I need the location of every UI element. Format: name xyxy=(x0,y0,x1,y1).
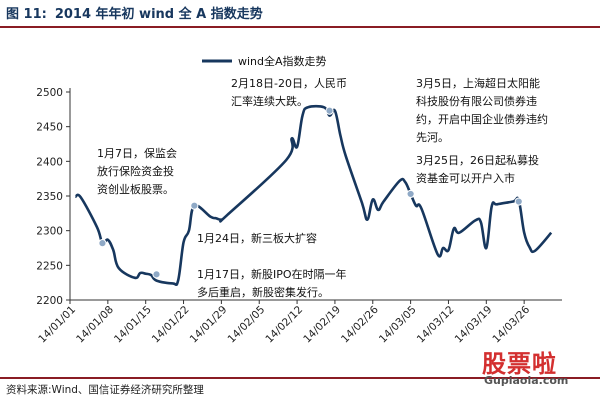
event-marker xyxy=(325,106,334,115)
figure-title: 图 11: 2014 年年初 wind 全 A 指数走势 xyxy=(6,3,263,22)
x-tick-label: 14/02/12 xyxy=(263,304,305,346)
x-tick-label: 14/02/19 xyxy=(301,304,343,346)
x-tick-label: 14/03/19 xyxy=(453,304,495,346)
annotation-line: 3月5日，上海超日太阳能 xyxy=(416,76,540,90)
annotation-line: 1月7日，保监会 xyxy=(97,146,177,160)
series-layer xyxy=(74,104,553,287)
annotation-jan24: 1月24日，新三板大扩容 xyxy=(197,231,317,245)
annotation-line: 3月25日，26日起私募投 xyxy=(416,153,539,167)
figure-title-text: 2014 年年初 wind 全 A 指数走势 xyxy=(54,7,263,22)
y-tick-label: 2300 xyxy=(36,226,63,238)
annotation-line: 资创业板股票。 xyxy=(97,182,174,196)
annotation-line: 汇率连续大跌。 xyxy=(231,94,308,108)
top-divider xyxy=(0,26,600,28)
y-tick-label: 2500 xyxy=(36,87,63,99)
annotation-line: 多后重启，新股密集发行。 xyxy=(197,285,329,299)
marker-layer xyxy=(98,106,523,279)
event-marker xyxy=(406,189,415,199)
x-tick-label: 14/02/05 xyxy=(226,304,268,346)
annotation-line: 约，开启中国企业债券违约 xyxy=(416,112,548,126)
series-line-wind-all-a xyxy=(74,104,553,287)
x-tick-label: 14/03/26 xyxy=(490,303,532,345)
chart-axes xyxy=(69,88,562,301)
x-tick-label: 14/01/01 xyxy=(36,304,78,346)
annotation-line: 放行保险资金投 xyxy=(97,164,174,178)
legend-label: wind全A指数走势 xyxy=(238,54,327,68)
event-marker xyxy=(98,239,107,248)
event-marker xyxy=(152,270,161,279)
source-note: 资料来源:Wind、国信证券经济研究所整理 xyxy=(6,384,204,396)
event-marker xyxy=(514,197,523,206)
watermark-url: Gupiaola.com xyxy=(484,374,569,387)
annotation-line: 1月24日，新三板大扩容 xyxy=(197,231,317,245)
x-tick-label: 14/03/05 xyxy=(377,304,419,346)
x-tick-label: 14/01/22 xyxy=(150,304,192,346)
event-marker xyxy=(190,201,199,210)
x-tick-label: 14/01/08 xyxy=(74,304,116,346)
watermark-logo: 股票啦 xyxy=(482,350,557,378)
y-tick-label: 2350 xyxy=(36,191,63,203)
x-tick-label: 14/02/26 xyxy=(339,303,381,345)
annotation-line: 1月17日，新股IPO在时隔一年 xyxy=(197,267,347,281)
watermark: 股票啦 Gupiaola.com xyxy=(482,344,594,400)
x-axis-ticks: 14/01/0114/01/0814/01/1514/01/2214/01/29… xyxy=(36,300,532,345)
x-tick-label: 14/03/12 xyxy=(415,304,457,346)
annotation-line: 2月18日-20日，人民币 xyxy=(231,77,347,90)
x-tick-label: 14/01/15 xyxy=(112,304,154,346)
y-tick-label: 2200 xyxy=(36,295,63,307)
y-tick-label: 2400 xyxy=(36,156,63,168)
bottom-divider xyxy=(0,377,600,379)
chart-legend: wind全A指数走势 xyxy=(202,54,327,68)
x-tick-label: 14/01/29 xyxy=(188,304,230,346)
figure-label: 图 11: xyxy=(6,7,47,22)
y-tick-label: 2450 xyxy=(36,122,63,134)
annotation-line: 科技股份有限公司债券违 xyxy=(416,94,537,108)
y-tick-label: 2250 xyxy=(36,260,63,272)
annotation-line: 资基金可以开户入市 xyxy=(416,171,515,185)
annotation-line: 先河。 xyxy=(416,131,449,144)
y-axis-ticks: 2200 2250 2300 2350 2400 2450 2500 xyxy=(36,87,70,307)
